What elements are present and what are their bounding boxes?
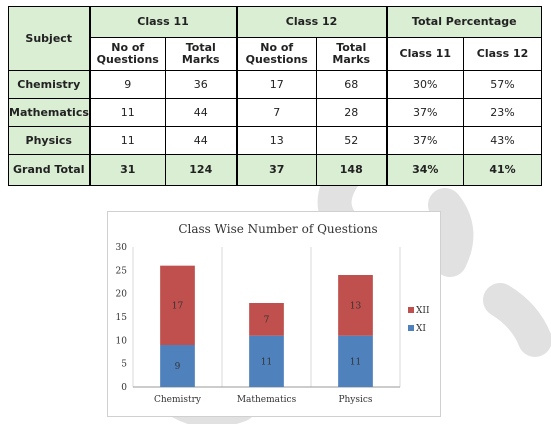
- bar-segment-xii: [338, 275, 373, 336]
- bar-segment-xi: [338, 335, 373, 387]
- data-label: 13: [350, 301, 362, 311]
- data-label: 11: [350, 357, 361, 367]
- header-pct-class-11: Class 11: [385, 37, 464, 71]
- y-tick-label: 25: [116, 266, 128, 276]
- x-tick-label: Physics: [338, 395, 372, 405]
- total-q11: 31: [88, 154, 166, 186]
- cell-q12: 7: [235, 98, 317, 127]
- cell-p11: 37%: [385, 98, 464, 127]
- grand-total-label: Grand Total: [8, 154, 90, 186]
- table-row: Physics 11 44 13 52 37% 43%: [8, 126, 542, 155]
- header-no-of-questions: No of Questions: [235, 37, 317, 71]
- total-p12: 41%: [463, 154, 542, 186]
- marks-distribution-table: Subject Class 11 Class 12 Total Percenta…: [8, 6, 542, 186]
- cell-q12: 13: [235, 126, 317, 155]
- header-pct-class-12: Class 12: [463, 37, 542, 71]
- data-label: 17: [172, 301, 184, 311]
- header-class-12: Class 12: [235, 6, 387, 38]
- bar-segment-xi: [249, 335, 284, 387]
- cell-p11: 30%: [385, 70, 464, 99]
- header-no-of-questions: No of Questions: [88, 37, 166, 71]
- y-tick-label: 30: [116, 243, 128, 253]
- chart-container: Class Wise Number of Questions 0 5 10 15 20 25…: [107, 211, 441, 417]
- header-class-11: Class 11: [88, 6, 237, 38]
- total-m11: 124: [165, 154, 237, 186]
- y-tick-label: 10: [116, 336, 128, 346]
- table-row: Chemistry 9 36 17 68 30% 57%: [8, 70, 542, 99]
- header-total-marks: Total Marks: [316, 37, 387, 71]
- data-label: 11: [261, 357, 272, 367]
- row-subject: Chemistry: [8, 70, 90, 99]
- cell-m11: 44: [165, 98, 237, 127]
- total-p11: 34%: [385, 154, 464, 186]
- bar-segment-xii: [249, 303, 284, 336]
- header-subject: Subject: [8, 6, 90, 71]
- watermark-stroke: [483, 283, 551, 357]
- stacked-bar-chart: Class Wise Number of Questions 0 5 10 15 20 25…: [116, 222, 430, 405]
- header-total-percentage: Total Percentage: [385, 6, 542, 38]
- x-tick-label: Mathematics: [237, 395, 297, 405]
- cell-q11: 11: [88, 98, 166, 127]
- cell-p11: 37%: [385, 126, 464, 155]
- row-subject: Physics: [8, 126, 90, 155]
- table-row: Mathematics 11 44 7 28 37% 23%: [8, 98, 542, 127]
- data-label: 9: [175, 362, 181, 372]
- grand-total-row: Grand Total 31 124 37 148 34% 41%: [8, 154, 542, 186]
- legend-label-xii: XII: [416, 306, 430, 316]
- watermark-stroke: [428, 188, 474, 277]
- total-m12: 148: [316, 154, 387, 186]
- cell-m11: 36: [165, 70, 237, 99]
- x-tick-label: Chemistry: [154, 395, 202, 405]
- cell-q12: 17: [235, 70, 317, 99]
- cell-p12: 23%: [463, 98, 542, 127]
- header-total-marks: Total Marks: [165, 37, 237, 71]
- data-label: 7: [264, 315, 270, 325]
- cell-m12: 28: [316, 98, 387, 127]
- cell-m12: 68: [316, 70, 387, 99]
- legend-label-xi: XI: [416, 324, 426, 334]
- bar-segment-xii: [160, 265, 195, 345]
- row-subject: Mathematics: [8, 98, 90, 127]
- cell-p12: 43%: [463, 126, 542, 155]
- cell-p12: 57%: [463, 70, 542, 99]
- cell-q11: 9: [88, 70, 166, 99]
- total-q12: 37: [235, 154, 317, 186]
- y-tick-label: 15: [116, 313, 128, 323]
- bar-segment-xi: [160, 345, 195, 387]
- legend-swatch-xii: [408, 307, 414, 313]
- cell-q11: 11: [88, 126, 166, 155]
- legend-swatch-xi: [408, 325, 414, 331]
- chart-title: Class Wise Number of Questions: [178, 222, 377, 236]
- y-tick-label: 20: [116, 290, 128, 300]
- y-tick-label: 0: [121, 383, 127, 393]
- cell-m11: 44: [165, 126, 237, 155]
- cell-m12: 52: [316, 126, 387, 155]
- y-tick-label: 5: [121, 360, 127, 370]
